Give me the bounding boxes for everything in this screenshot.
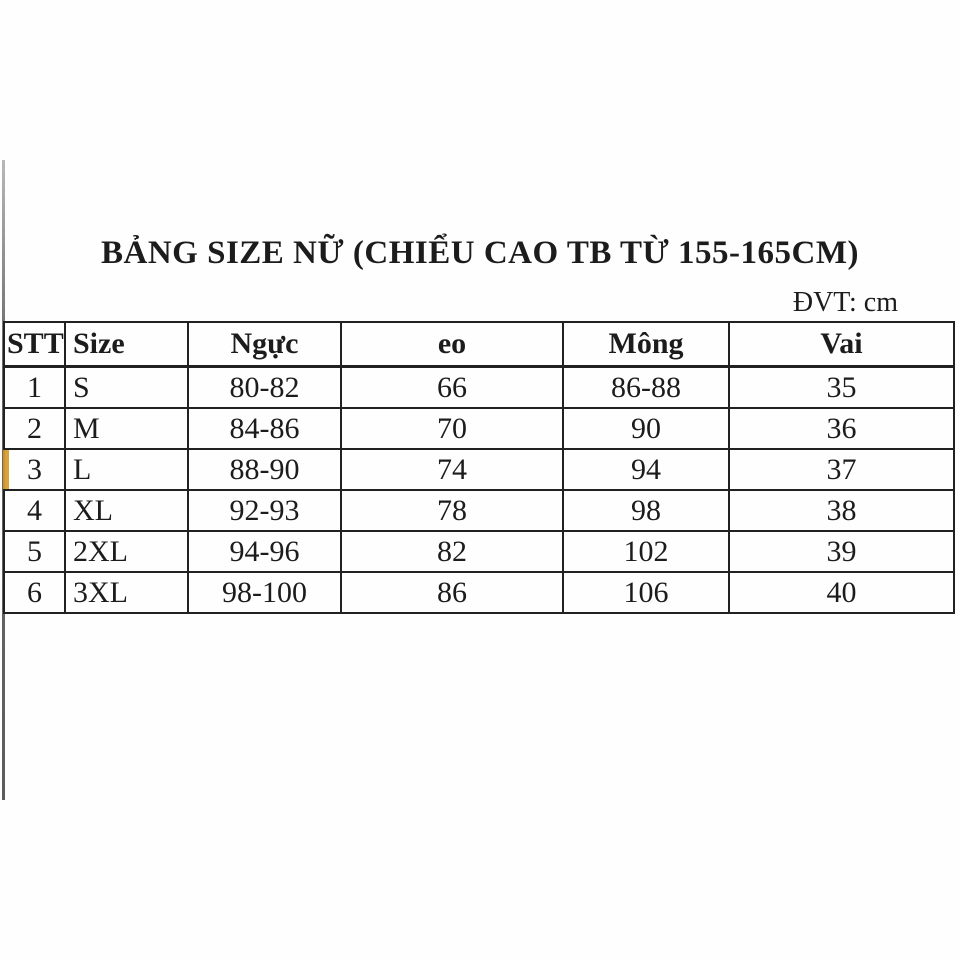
- cell-nguc: 92-93: [187, 489, 342, 532]
- cell-mong: 86-88: [562, 365, 730, 409]
- cell-size: XL: [64, 489, 189, 532]
- header-stt: STT: [3, 321, 66, 368]
- header-mong: Mông: [562, 321, 730, 368]
- cell-mong: 106: [562, 571, 730, 614]
- cell-eo: 70: [340, 407, 564, 450]
- cell-stt: 6: [3, 571, 66, 614]
- cell-size: M: [64, 407, 189, 450]
- table-row: 5 2XL 94-96 82 102 39: [3, 530, 955, 573]
- header-vai: Vai: [728, 321, 955, 368]
- cell-eo: 78: [340, 489, 564, 532]
- cell-stt: 4: [3, 489, 66, 532]
- cell-size: L: [64, 448, 189, 491]
- size-table-header: STT Size Ngực eo Mông Vai: [3, 321, 955, 368]
- table-row: 1 S 80-82 66 86-88 35: [3, 365, 955, 409]
- cell-vai: 40: [728, 571, 955, 614]
- size-table: STT Size Ngực eo Mông Vai 1 S 80-82 66 86-88…: [3, 321, 955, 614]
- cell-size: 3XL: [64, 571, 189, 614]
- cell-nguc: 84-86: [187, 407, 342, 450]
- size-table-body: 1 S 80-82 66 86-88 35 2 M 84-86 70 90 36 3 L 88-90 74 94…: [3, 365, 955, 614]
- cell-nguc: 80-82: [187, 365, 342, 409]
- page-title: BẢNG SIZE NỮ (CHIỂU CAO TB TỪ 155-165CM): [101, 235, 859, 271]
- cell-vai: 37: [728, 448, 955, 491]
- cell-stt: 5: [3, 530, 66, 573]
- header-row: STT Size Ngực eo Mông Vai: [3, 321, 955, 368]
- cell-size: S: [64, 365, 189, 409]
- cell-mong: 98: [562, 489, 730, 532]
- table-row: 3 L 88-90 74 94 37: [3, 448, 955, 491]
- cell-size: 2XL: [64, 530, 189, 573]
- cell-mong: 90: [562, 407, 730, 450]
- cell-eo: 66: [340, 365, 564, 409]
- cell-mong: 94: [562, 448, 730, 491]
- unit-label: ĐVT: cm: [792, 287, 898, 318]
- cell-eo: 82: [340, 530, 564, 573]
- cell-stt: 2: [3, 407, 66, 450]
- table-row: 4 XL 92-93 78 98 38: [3, 489, 955, 532]
- cell-nguc: 88-90: [187, 448, 342, 491]
- header-eo: eo: [340, 321, 564, 368]
- table-row: 6 3XL 98-100 86 106 40: [3, 571, 955, 614]
- cell-vai: 39: [728, 530, 955, 573]
- table-row: 2 M 84-86 70 90 36: [3, 407, 955, 450]
- cell-stt: 1: [3, 365, 66, 409]
- cell-vai: 38: [728, 489, 955, 532]
- cell-eo: 74: [340, 448, 564, 491]
- cell-mong: 102: [562, 530, 730, 573]
- cell-nguc: 98-100: [187, 571, 342, 614]
- cell-vai: 35: [728, 365, 955, 409]
- cell-eo: 86: [340, 571, 564, 614]
- cell-stt: 3: [3, 448, 66, 491]
- header-nguc: Ngực: [187, 321, 342, 368]
- header-size: Size: [64, 321, 189, 368]
- cell-nguc: 94-96: [187, 530, 342, 573]
- cell-vai: 36: [728, 407, 955, 450]
